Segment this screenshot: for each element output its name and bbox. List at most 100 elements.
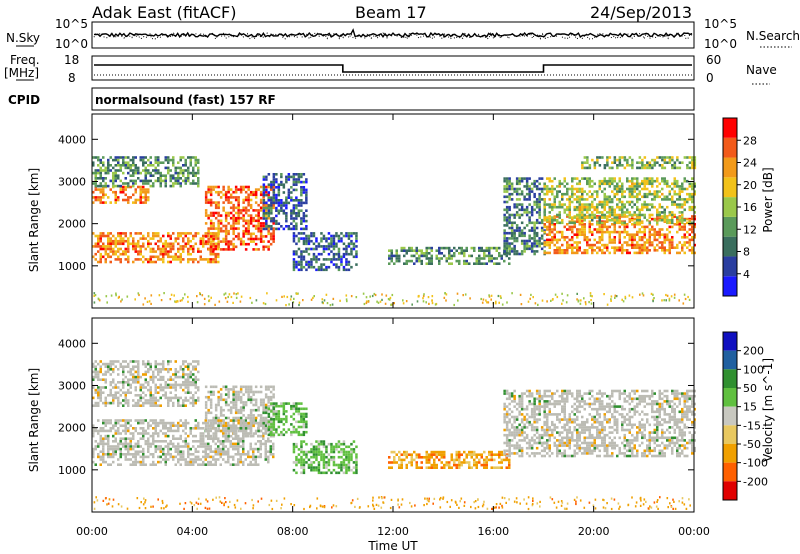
range-time-cell [204, 424, 208, 428]
nsky-label: N.Sky [6, 31, 40, 45]
range-time-cell [603, 179, 606, 183]
range-time-cell [117, 404, 120, 407]
range-time-cell [583, 236, 586, 239]
range-time-cell [112, 171, 115, 175]
range-time-cell [194, 455, 197, 459]
range-time-cell [285, 196, 288, 199]
range-time-cell [347, 232, 351, 235]
range-time-cell [508, 216, 511, 219]
range-time-cell [435, 257, 438, 260]
range-time-cell [668, 213, 671, 217]
range-time-cell [420, 262, 423, 265]
range-time-cell [172, 373, 175, 376]
range-time-cell [124, 250, 127, 253]
range-time-cell [586, 158, 589, 162]
range-time-cell [237, 235, 240, 238]
range-time-cell [305, 219, 308, 223]
range-time-cell [217, 193, 220, 197]
range-time-cell [172, 434, 175, 438]
range-time-cell [618, 205, 621, 209]
range-time-cell [167, 158, 170, 162]
range-time-cell [124, 442, 127, 446]
range-time-cell [518, 216, 521, 219]
range-time-cell [222, 185, 225, 189]
range-time-cell [613, 216, 616, 219]
range-time-cell [157, 434, 160, 438]
range-time-cell [503, 208, 506, 212]
range-time-cell [237, 395, 240, 399]
range-time-cell [686, 246, 689, 249]
range-time-cell [217, 201, 220, 204]
range-time-cell [114, 196, 117, 199]
range-time-cell [656, 230, 659, 234]
range-time-cell [515, 192, 519, 196]
range-time-cell [207, 455, 210, 459]
range-time-cell [488, 259, 491, 263]
range-time-cell [182, 424, 185, 427]
range-time-cell [330, 245, 333, 248]
range-time-cell [259, 232, 263, 236]
range-time-cell [242, 216, 245, 220]
range-time-cell [169, 177, 172, 180]
range-time-cell [224, 237, 228, 241]
range-time-cell [232, 242, 235, 246]
noise-cell [661, 299, 663, 302]
range-time-cell [418, 257, 421, 260]
range-time-cell [109, 383, 112, 387]
range-time-cell [631, 190, 634, 193]
range-time-cell [122, 453, 125, 456]
range-time-cell [673, 190, 676, 193]
range-time-cell [553, 243, 556, 247]
range-time-cell [137, 232, 140, 235]
range-time-cell [252, 455, 255, 459]
range-time-cell [242, 229, 245, 233]
range-time-cell [533, 224, 536, 227]
range-time-cell [518, 234, 521, 238]
range-time-cell [347, 237, 351, 240]
range-time-cell [515, 179, 519, 183]
range-time-cell [295, 183, 298, 186]
range-time-cell [342, 247, 346, 251]
range-time-cell [292, 212, 296, 215]
range-time-cell [184, 404, 187, 407]
range-time-cell [169, 383, 172, 387]
range-time-cell [490, 246, 493, 250]
range-time-cell [576, 205, 579, 209]
range-time-cell [144, 156, 147, 159]
range-time-cell [676, 179, 679, 183]
range-time-cell [568, 221, 571, 225]
range-time-cell [269, 453, 272, 456]
range-time-cell [164, 242, 167, 246]
range-time-cell [643, 192, 646, 196]
range-time-cell [613, 213, 616, 217]
range-time-cell [525, 239, 529, 243]
range-time-cell [463, 262, 466, 265]
range-time-cell [257, 455, 260, 459]
range-time-cell [254, 224, 258, 228]
range-time-cell [162, 242, 165, 246]
range-time-cell [179, 166, 182, 170]
range-time-cell [164, 182, 167, 185]
range-time-cell [648, 190, 651, 193]
range-time-cell [528, 247, 531, 251]
range-time-cell [616, 213, 619, 217]
range-time-cell [234, 429, 237, 433]
range-time-cell [94, 368, 97, 371]
range-time-cell [641, 236, 644, 239]
range-time-cell [571, 200, 574, 204]
range-time-cell [197, 455, 200, 459]
range-time-cell [603, 166, 607, 170]
range-time-cell [530, 226, 534, 230]
range-time-cell [508, 242, 511, 245]
range-time-cell [187, 368, 190, 371]
range-time-cell [262, 203, 265, 207]
noise-cell [169, 298, 172, 301]
range-time-cell [593, 216, 596, 219]
range-time-cell [688, 208, 691, 212]
range-time-cell [99, 394, 102, 397]
range-time-cell [648, 161, 652, 164]
range-time-cell [122, 419, 125, 422]
range-time-cell [209, 419, 213, 422]
range-time-cell [184, 460, 187, 464]
range-time-cell [182, 373, 185, 376]
